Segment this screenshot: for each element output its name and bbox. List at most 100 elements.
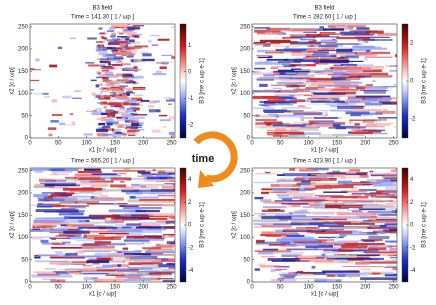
field-streak (173, 254, 175, 258)
field-streak (96, 117, 104, 120)
field-streak (335, 258, 373, 260)
field-streak (58, 233, 82, 237)
field-streak (289, 196, 332, 199)
field-streak (96, 76, 106, 79)
field-streak (393, 83, 397, 86)
field-streak (333, 253, 346, 256)
colorbar-tick-label: 2 (410, 41, 414, 47)
colorbar-tick-label: -2 (410, 117, 416, 123)
field-streak (81, 198, 117, 202)
field-streak (66, 270, 70, 273)
field-streak (372, 220, 397, 223)
field-streak (152, 73, 167, 76)
field-streak (127, 267, 153, 270)
field-streak (367, 122, 394, 125)
field-streak (305, 58, 333, 60)
field-streak (368, 219, 397, 221)
field-streak (252, 219, 288, 223)
field-streak (293, 112, 323, 116)
field-streak (50, 246, 94, 249)
field-streak (101, 112, 109, 116)
field-streak (274, 265, 290, 268)
field-streak (122, 119, 133, 121)
field-streak (134, 45, 149, 48)
field-streak (129, 224, 160, 227)
field-streak (285, 110, 304, 112)
field-streak (383, 190, 397, 192)
field-streak (121, 189, 139, 193)
field-streak (42, 227, 54, 229)
field-streak (363, 58, 368, 61)
field-streak (132, 25, 145, 27)
field-streak (384, 259, 397, 263)
field-streak (323, 40, 339, 43)
x-axis-label: x1 [c / ωp] (89, 292, 117, 298)
field-streak (76, 182, 109, 186)
field-streak (113, 48, 123, 52)
field-streak (334, 220, 372, 223)
field-streak (381, 214, 397, 216)
field-streak (363, 251, 397, 254)
field-streak (274, 78, 290, 81)
field-streak (74, 177, 105, 181)
field-streak (353, 206, 396, 209)
field-streak (310, 96, 316, 98)
field-streak (34, 183, 45, 187)
field-streak (34, 256, 41, 259)
field-streak (44, 180, 67, 182)
field-streak (347, 25, 367, 28)
field-streak (120, 80, 130, 83)
y-tick-label: 50 (21, 257, 28, 263)
field-streak (384, 173, 397, 176)
field-streak (341, 176, 346, 180)
field-streak (291, 30, 315, 33)
field-streak (110, 47, 123, 50)
field-streak (159, 66, 167, 70)
field-streak (385, 65, 396, 68)
field-streak (161, 54, 173, 56)
field-streak (119, 107, 126, 110)
field-streak (328, 84, 359, 87)
field-streak (384, 223, 397, 226)
field-streak (100, 90, 110, 92)
field-texture (252, 25, 397, 138)
field-streak (158, 114, 168, 117)
field-streak (116, 132, 130, 134)
field-streak (138, 274, 145, 278)
field-streak (385, 240, 397, 243)
field-streak (91, 92, 96, 96)
field-streak (124, 53, 135, 55)
field-streak (99, 110, 103, 113)
field-streak (49, 64, 58, 68)
field-streak (107, 57, 116, 61)
field-streak (164, 183, 175, 185)
field-streak (355, 262, 370, 265)
field-streak (38, 203, 43, 205)
field-streak (102, 47, 112, 50)
field-streak (122, 135, 127, 138)
field-streak (359, 72, 389, 76)
field-streak (171, 56, 175, 59)
field-streak (272, 135, 298, 137)
field-streak (102, 69, 109, 72)
field-streak (74, 173, 101, 177)
field-streak (150, 260, 175, 262)
field-streak (308, 40, 316, 44)
field-streak (88, 170, 96, 172)
field-streak (352, 250, 365, 253)
field-streak (44, 267, 57, 270)
field-streak (32, 228, 40, 231)
field-streak (116, 73, 126, 77)
field-streak (304, 178, 309, 181)
field-streak (131, 34, 140, 36)
field-streak (131, 99, 144, 101)
field-streak (337, 105, 364, 109)
field-streak (137, 175, 154, 177)
field-streak (382, 175, 397, 179)
field-streak (165, 220, 175, 224)
field-streak (76, 168, 82, 170)
field-streak (280, 245, 288, 248)
colorbar-tick-label: -4 (410, 268, 416, 274)
field-streak (58, 212, 84, 216)
field-streak (259, 100, 286, 104)
